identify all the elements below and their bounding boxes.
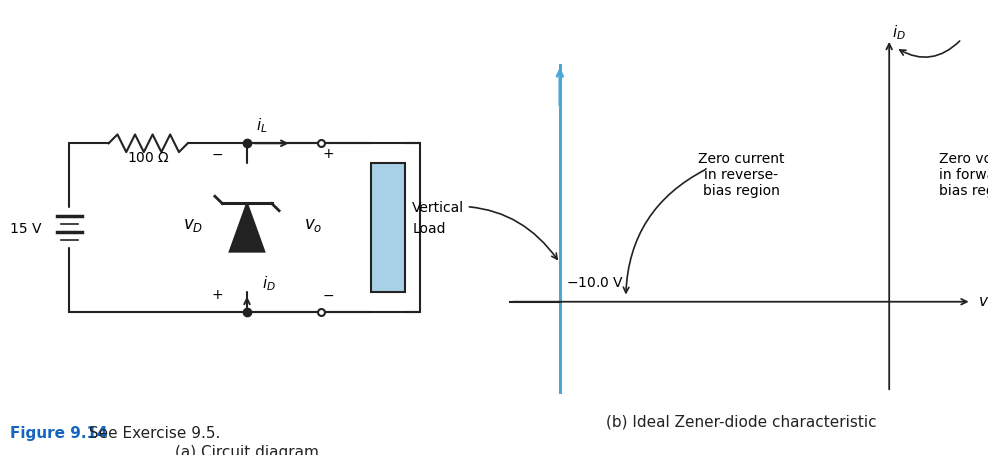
Text: $i_D$: $i_D$ [262,274,276,293]
Text: Figure 9.14: Figure 9.14 [10,425,108,440]
Text: Zero current
in reverse-
bias region: Zero current in reverse- bias region [698,152,784,198]
Text: $v_D$: $v_D$ [978,294,988,310]
Bar [370,164,405,292]
Text: $-$: $-$ [322,287,335,301]
Polygon shape [229,204,264,252]
Text: Zero voltage
in forward
bias region: Zero voltage in forward bias region [939,152,988,198]
Text: $i_D$: $i_D$ [892,23,906,41]
Text: $+$: $+$ [322,147,335,161]
Text: $v_D$: $v_D$ [183,215,203,233]
Text: 15 V: 15 V [11,221,41,235]
Text: See Exercise 9.5.: See Exercise 9.5. [84,425,220,440]
Text: $-$: $-$ [211,147,223,161]
Text: $i_L$: $i_L$ [256,116,268,135]
Text: $+$: $+$ [211,287,223,301]
Text: (a) Circuit diagram: (a) Circuit diagram [175,444,319,455]
Text: $v_o$: $v_o$ [304,215,323,233]
Text: $-$10.0 V: $-$10.0 V [566,275,624,289]
Text: Vertical: Vertical [412,201,557,260]
Text: (b) Ideal Zener-diode characteristic: (b) Ideal Zener-diode characteristic [606,414,876,429]
Text: Load: Load [412,221,446,235]
Text: 100 $\Omega$: 100 $\Omega$ [126,151,170,165]
